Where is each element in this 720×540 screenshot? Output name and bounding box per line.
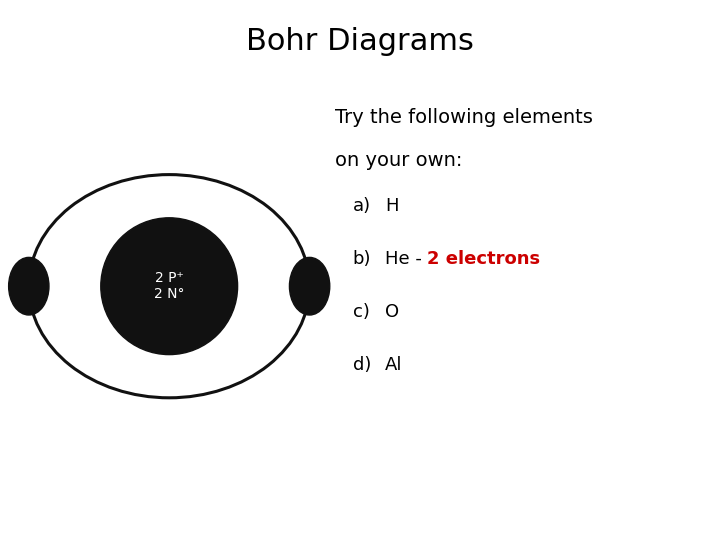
Text: d): d) xyxy=(353,356,372,374)
Text: He -: He - xyxy=(385,250,428,268)
Text: 2 electrons: 2 electrons xyxy=(427,250,540,268)
Text: Al: Al xyxy=(385,356,402,374)
Text: O: O xyxy=(385,303,400,321)
Text: b): b) xyxy=(353,250,372,268)
Text: c): c) xyxy=(353,303,369,321)
Ellipse shape xyxy=(101,218,238,355)
Text: H: H xyxy=(385,197,399,215)
Text: a): a) xyxy=(353,197,371,215)
Text: 2 P⁺
2 N°: 2 P⁺ 2 N° xyxy=(154,271,184,301)
Ellipse shape xyxy=(9,258,49,315)
Text: Try the following elements: Try the following elements xyxy=(335,108,593,127)
Text: Bohr Diagrams: Bohr Diagrams xyxy=(246,27,474,56)
Ellipse shape xyxy=(289,258,330,315)
Text: on your own:: on your own: xyxy=(335,151,462,170)
